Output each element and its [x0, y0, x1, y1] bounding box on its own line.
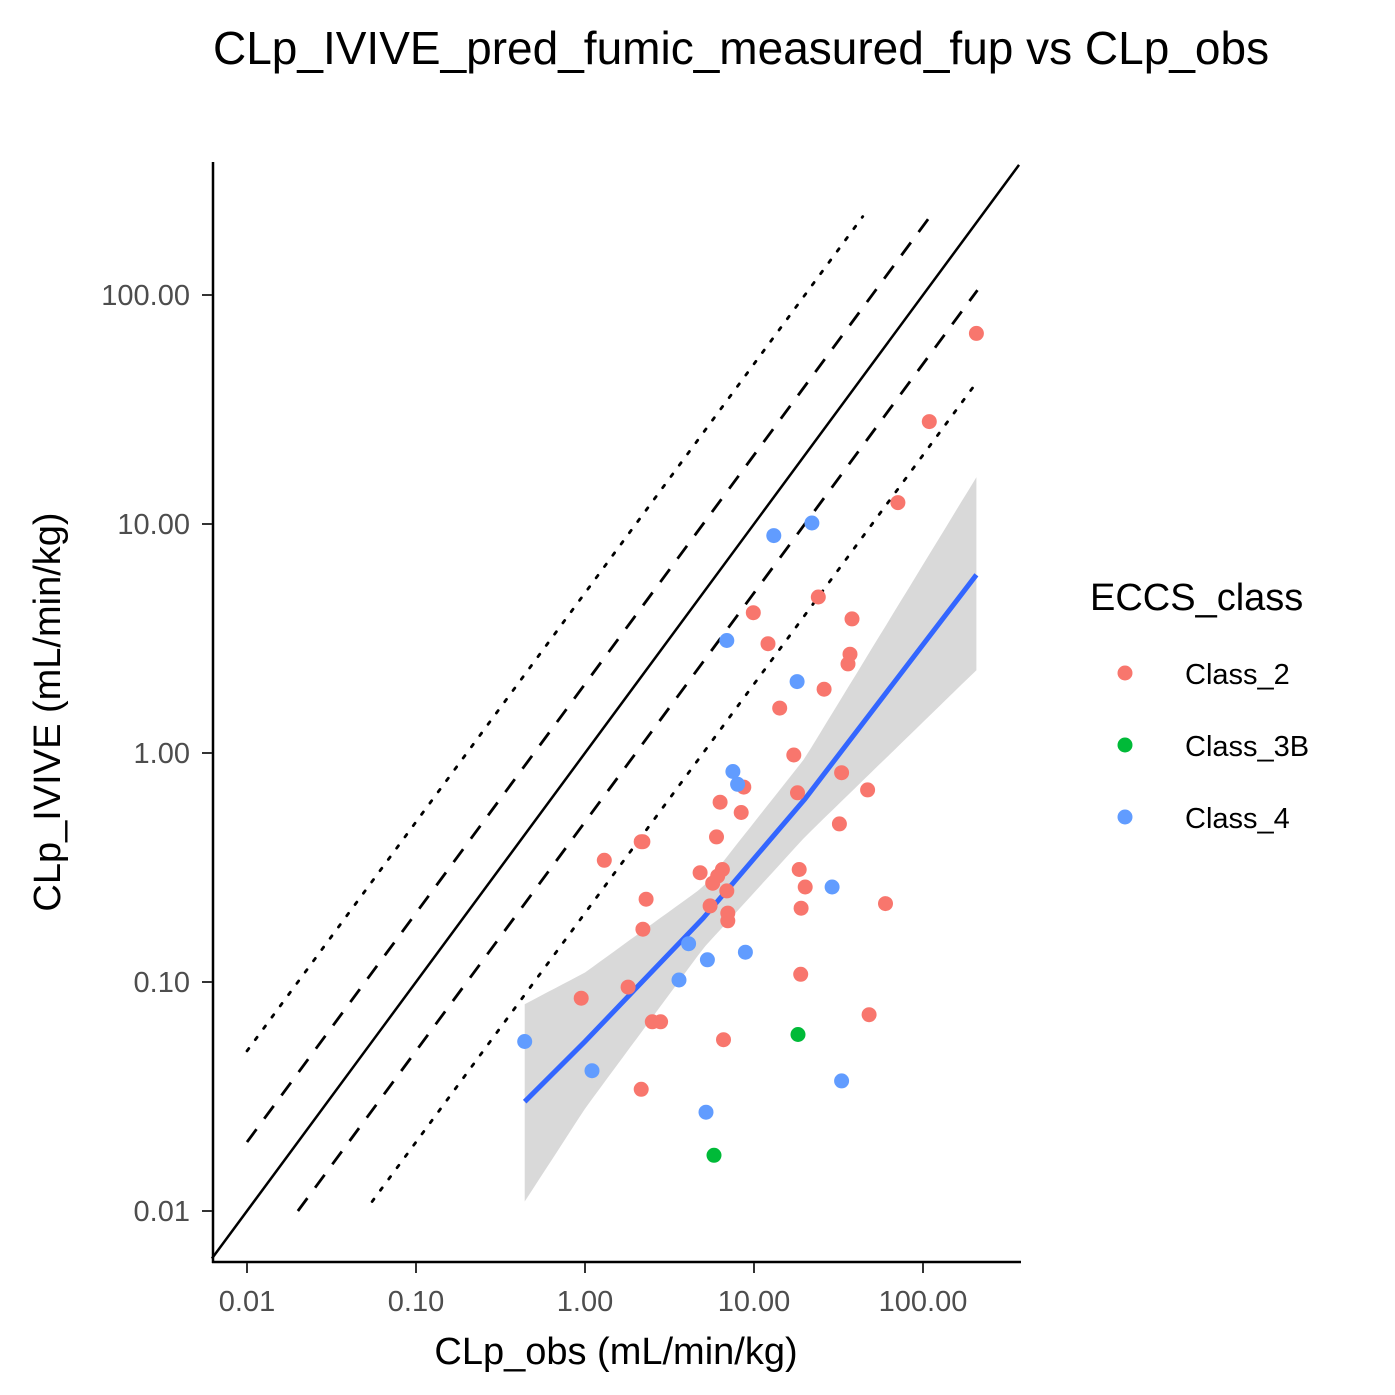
x-tick-label: 10.00	[718, 1286, 791, 1318]
x-tick-label: 1.00	[557, 1286, 613, 1318]
data-point-class-2	[635, 921, 651, 937]
points-layer	[517, 325, 984, 1163]
data-point-class-2	[921, 414, 937, 430]
legend: ECCS_class Class_2 Class_3B Class_4	[1090, 577, 1309, 835]
data-point-class-4	[699, 952, 715, 968]
data-point-class-2	[793, 900, 809, 916]
y-tick-label: 0.01	[134, 1196, 190, 1228]
data-point-class-2	[638, 891, 654, 907]
data-point-class-2	[860, 782, 876, 798]
data-point-class-2	[878, 896, 893, 912]
data-point-class-4	[584, 1063, 600, 1079]
regression-line-layer	[522, 573, 979, 1104]
data-point-class-2	[791, 862, 807, 877]
data-point-class-2	[733, 805, 749, 820]
legend-key-class-2	[1117, 665, 1133, 681]
x-ticks: 0.01 0.10 1.00 10.00 100.00	[219, 1263, 968, 1318]
x-tick-label: 100.00	[879, 1286, 968, 1318]
y-tick-label: 10.00	[117, 509, 190, 541]
y-tick-label: 1.00	[134, 738, 190, 770]
y-tick-label: 0.10	[134, 967, 190, 999]
data-point-class-2	[834, 765, 850, 781]
legend-key-class-3b	[1117, 737, 1133, 753]
data-point-class-2	[831, 816, 847, 832]
data-point-class-2	[702, 898, 718, 914]
legend-items: Class_2 Class_3B Class_4	[1117, 659, 1309, 835]
5-fold-upper-line	[245, 215, 865, 1053]
data-point-class-3b	[706, 1147, 722, 1163]
data-point-class-4	[824, 879, 840, 895]
data-point-class-2	[793, 966, 809, 982]
legend-label: Class_3B	[1185, 731, 1309, 763]
y-tick-label: 100.00	[101, 280, 190, 312]
data-point-class-2	[745, 605, 761, 621]
y-axis-title: CLp_IVIVE (mL/min/kg)	[27, 512, 69, 911]
data-point-class-2	[772, 700, 788, 716]
data-point-class-4	[681, 936, 697, 952]
data-point-class-2	[709, 829, 724, 845]
legend-label: Class_4	[1185, 803, 1290, 835]
confidence-band	[524, 477, 977, 1202]
x-tick-label: 0.10	[388, 1286, 444, 1318]
axes	[211, 162, 1021, 1264]
legend-title: ECCS_class	[1090, 577, 1303, 619]
data-point-class-2	[760, 636, 776, 652]
data-point-class-4	[737, 944, 753, 960]
plot-panel	[210, 164, 1021, 1260]
data-point-class-2	[620, 979, 636, 995]
data-point-class-4	[766, 528, 782, 544]
legend-label: Class_2	[1185, 659, 1290, 691]
confidence-band-layer	[524, 477, 977, 1202]
data-point-class-4	[730, 776, 746, 792]
regression-line	[522, 573, 979, 1104]
data-point-class-2	[596, 852, 612, 868]
data-point-class-4	[834, 1073, 850, 1089]
data-point-class-4	[719, 633, 735, 648]
data-point-class-4	[517, 1034, 533, 1049]
data-point-class-2	[890, 495, 906, 511]
data-point-class-2	[692, 865, 708, 881]
data-point-class-4	[725, 764, 741, 779]
x-axis-title: CLp_obs (mL/min/kg)	[434, 1331, 797, 1373]
data-point-class-2	[653, 1014, 669, 1030]
data-point-class-2	[573, 990, 589, 1006]
data-point-class-2	[786, 747, 802, 763]
data-point-class-4	[671, 972, 687, 988]
y-ticks: 0.01 0.10 1.00 10.00 100.00	[101, 280, 212, 1228]
data-point-class-2	[810, 589, 826, 605]
data-point-class-4	[789, 674, 805, 690]
data-point-class-2	[720, 913, 736, 929]
reference-lines-layer	[210, 164, 1021, 1260]
data-point-class-4	[698, 1104, 714, 1120]
data-point-class-3b	[790, 1027, 806, 1042]
chart-title: CLp_IVIVE_pred_fumic_measured_fup vs CLp…	[213, 22, 1269, 74]
data-point-class-2	[705, 875, 721, 891]
data-point-class-2	[633, 1081, 649, 1097]
data-point-class-2	[633, 834, 649, 850]
data-point-class-2	[790, 785, 805, 801]
data-point-class-2	[861, 1007, 877, 1023]
data-point-class-2	[797, 879, 813, 895]
2-fold-upper-line	[245, 215, 932, 1143]
identity-line	[210, 164, 1021, 1260]
legend-key-class-4	[1117, 809, 1133, 825]
data-point-class-2	[719, 883, 735, 899]
data-point-class-2	[844, 611, 860, 627]
data-point-class-2	[716, 1032, 731, 1048]
data-point-class-2	[712, 794, 728, 810]
data-point-class-2	[840, 656, 856, 672]
x-tick-label: 0.01	[219, 1286, 275, 1318]
data-point-class-2	[968, 325, 984, 341]
data-point-class-4	[804, 515, 820, 531]
5-fold-lower-line	[370, 379, 979, 1203]
data-point-class-2	[816, 681, 832, 697]
